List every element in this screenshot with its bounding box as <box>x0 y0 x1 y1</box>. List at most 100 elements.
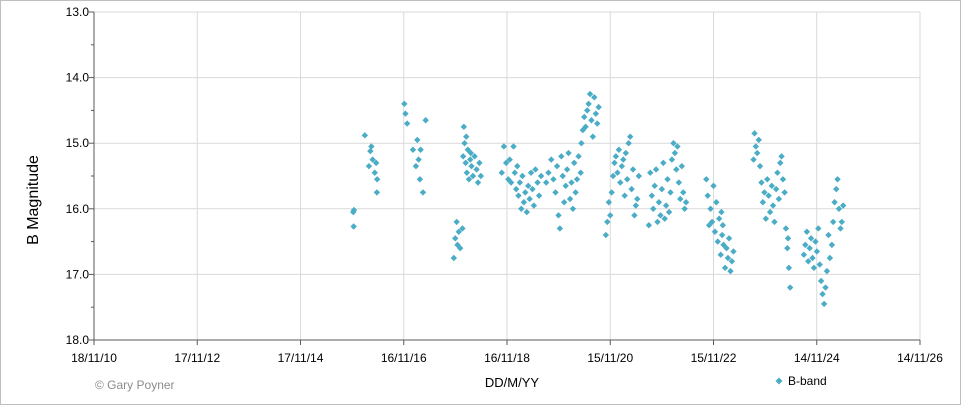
data-point <box>759 199 767 206</box>
data-point <box>467 149 474 157</box>
data-point <box>563 166 571 173</box>
data-point <box>711 228 719 235</box>
data-point <box>575 153 582 160</box>
data-point <box>573 176 581 183</box>
data-point <box>839 202 847 209</box>
data-point <box>568 179 575 186</box>
data-point <box>671 149 679 157</box>
data-point <box>615 146 623 153</box>
x-tick-label: 16/11/16 <box>381 351 427 365</box>
data-point <box>782 225 790 232</box>
data-point <box>784 235 792 242</box>
data-point <box>810 264 818 272</box>
data-point <box>675 179 683 186</box>
data-point <box>667 189 674 196</box>
data-point <box>537 172 545 180</box>
data-point <box>620 156 627 163</box>
data-point <box>459 153 467 160</box>
grid-lines <box>93 11 921 341</box>
data-point <box>586 90 594 98</box>
data-point <box>523 208 531 216</box>
data-point <box>608 189 615 196</box>
data-point <box>838 218 845 226</box>
x-tick-label: 16/11/18 <box>484 351 530 365</box>
data-point <box>559 172 566 180</box>
data-point <box>817 277 825 285</box>
data-point <box>368 143 375 150</box>
data-point <box>520 199 528 206</box>
data-point <box>634 195 641 203</box>
data-point <box>591 94 598 101</box>
data-point <box>752 143 759 150</box>
data-point <box>530 202 538 209</box>
data-point <box>751 130 758 137</box>
data-point <box>771 218 778 226</box>
data-point <box>350 206 358 214</box>
data-point <box>577 169 584 176</box>
data-point <box>723 244 730 252</box>
data-point <box>618 162 626 170</box>
data-point <box>542 179 550 186</box>
data-point <box>681 205 688 212</box>
data-point <box>708 218 716 226</box>
data-point <box>651 182 658 190</box>
data-point <box>755 136 762 144</box>
data-point <box>800 251 808 258</box>
data-point <box>612 153 620 160</box>
data-point <box>758 179 765 186</box>
data-point <box>621 192 628 199</box>
data-point <box>614 169 621 176</box>
data-point <box>507 179 515 186</box>
data-point <box>560 199 568 206</box>
y-tick-label: 18.0 <box>66 333 90 347</box>
data-point <box>605 199 613 206</box>
data-point <box>822 284 829 291</box>
data-point <box>809 254 816 262</box>
data-point <box>724 254 732 262</box>
x-axis-title: DD/M/YY <box>485 375 540 390</box>
data-point <box>589 133 597 140</box>
data-point <box>550 176 557 183</box>
data-point <box>609 172 617 180</box>
data-point <box>469 172 477 180</box>
data-point <box>511 169 518 176</box>
data-point <box>365 162 373 170</box>
data-point <box>632 202 640 209</box>
data-point <box>805 258 812 265</box>
data-point <box>529 185 536 193</box>
data-point <box>369 156 376 163</box>
data-point <box>401 100 408 108</box>
data-point <box>604 218 611 226</box>
legend: B-band <box>775 374 827 388</box>
data-point <box>570 159 578 167</box>
data-point <box>373 176 381 183</box>
data-point <box>682 199 690 206</box>
data-point <box>813 248 821 255</box>
data-point <box>415 156 422 163</box>
data-point <box>655 199 663 206</box>
data-point <box>471 153 478 160</box>
data-point <box>648 192 656 199</box>
data-point <box>465 176 473 183</box>
legend-marker-icon <box>775 377 783 385</box>
data-point <box>579 126 587 134</box>
x-tick-label: 15/11/22 <box>691 351 737 365</box>
data-point <box>477 172 485 180</box>
data-point <box>583 107 591 114</box>
data-point <box>717 251 724 258</box>
data-point <box>645 222 653 229</box>
data-point <box>772 185 780 193</box>
y-tick-label: 17.0 <box>66 267 90 281</box>
data-point <box>785 264 793 272</box>
data-point <box>674 143 681 150</box>
data-point <box>578 140 585 147</box>
data-point <box>592 110 600 117</box>
data-point <box>819 290 826 298</box>
data-point <box>625 140 632 147</box>
data-point <box>516 179 524 186</box>
data-point <box>764 176 771 183</box>
data-point <box>572 189 579 196</box>
data-point <box>454 241 461 249</box>
data-point <box>774 169 781 176</box>
x-tick-label: 18/11/10 <box>71 351 117 365</box>
